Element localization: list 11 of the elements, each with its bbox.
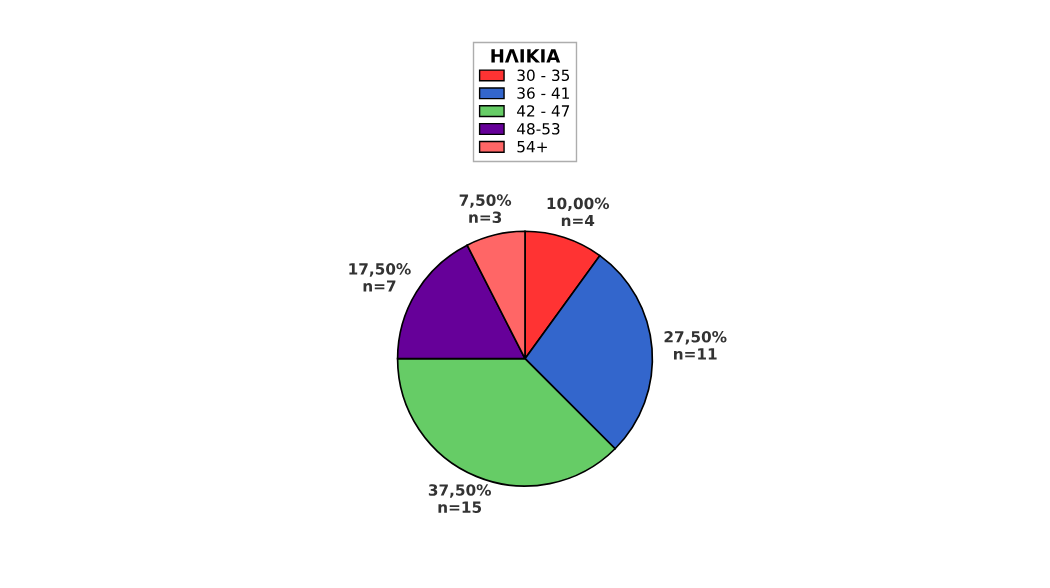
data-label: 37,50% n=15 (428, 484, 491, 513)
legend-label: 42 - 47 (517, 105, 570, 117)
data-label: 17,50% n=7 (349, 263, 411, 292)
legend-label: 36 - 41 (517, 87, 569, 99)
legend-label: 48-53 (517, 123, 560, 135)
legend-label: 30 - 35 (517, 69, 570, 82)
legend-title: ΗΛΙΚΙΑ (491, 49, 561, 63)
data-label: 7,50% n=3 (459, 194, 512, 224)
data-label: 10,00% n=4 (547, 197, 610, 227)
data-label: 27,50% n=11 (664, 331, 727, 360)
legend-label: 54+ (517, 141, 547, 153)
